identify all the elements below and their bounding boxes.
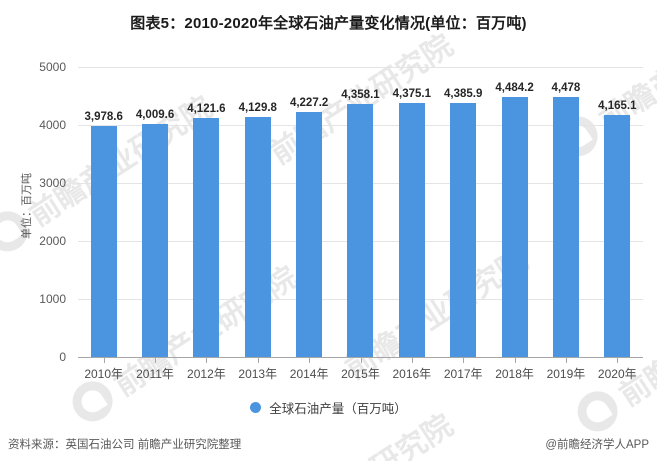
bar: 4,484.2 <box>495 82 534 357</box>
x-axis-label: 2017年 <box>443 367 483 381</box>
footer-credit: @前瞻经济学人APP <box>545 439 649 451</box>
bar-value-label: 4,121.6 <box>187 102 226 115</box>
x-axis-tick <box>309 358 311 363</box>
gridline <box>78 67 643 68</box>
bar-value-label: 4,484.2 <box>495 81 534 94</box>
legend-label: 全球石油产量（百万吨） <box>269 402 407 416</box>
x-axis-tick <box>565 358 567 363</box>
bar-value-label: 4,165.1 <box>598 100 637 113</box>
x-axis-tick <box>411 358 413 363</box>
x-axis-tick <box>360 358 362 363</box>
bar-value-label: 4,129.8 <box>238 102 277 115</box>
y-axis-labels: 0 1000 2000 3000 4000 5000 <box>30 60 72 364</box>
x-axis-tick <box>206 358 208 363</box>
bar-slot: 4,227.2 <box>283 67 334 357</box>
bar-value-label: 4,478 <box>551 82 581 95</box>
chart-title: 图表5：2010-2020年全球石油产量变化情况(单位：百万吨) <box>130 15 527 32</box>
y-axis-tick-label: 5000 <box>39 60 66 74</box>
x-axis-tick <box>155 358 157 363</box>
bar: 4,129.8 <box>239 102 277 357</box>
bar-slot: 4,358.1 <box>335 67 386 357</box>
bar-value-label: 4,375.1 <box>392 88 432 101</box>
bar: 4,375.1 <box>393 88 431 357</box>
bar-value-label: 4,358.1 <box>341 89 380 102</box>
bar: 4,478 <box>552 82 580 357</box>
x-axis-tick <box>257 358 259 363</box>
x-axis-label: 2020年 <box>597 367 637 381</box>
bar-value-label: 4,227.2 <box>289 96 329 109</box>
y-axis-tick-label: 1000 <box>39 292 66 306</box>
bar: 4,121.6 <box>187 103 226 357</box>
bar-slot: 4,165.1 <box>592 67 643 357</box>
x-axis-label: 2015年 <box>341 367 380 381</box>
x-axis-label: 2011年 <box>136 367 174 381</box>
bar-slot: 4,484.2 <box>489 67 540 357</box>
bar: 4,358.1 <box>341 89 380 357</box>
x-axis-label: 2019年 <box>546 367 586 381</box>
bar-value-label: 4,385.9 <box>444 87 483 100</box>
bar-slot: 4,375.1 <box>386 67 437 357</box>
legend: 全球石油产量（百万吨） <box>0 398 657 417</box>
bar-value-label: 4,009.6 <box>135 109 175 122</box>
x-axis-label: 2010年 <box>84 367 124 381</box>
bar: 4,009.6 <box>136 109 174 357</box>
bar: 4,385.9 <box>444 88 482 357</box>
x-axis-tick <box>617 358 619 363</box>
bar-value-label: 3,978.6 <box>84 111 123 124</box>
bar: 4,165.1 <box>598 100 636 357</box>
y-axis-tick-label: 0 <box>59 350 66 364</box>
bar: 3,978.6 <box>84 111 123 357</box>
x-axis-label: 2014年 <box>289 367 329 381</box>
x-axis-tick <box>103 358 105 363</box>
bar-slot: 4,129.8 <box>232 67 283 357</box>
x-axis-ticks <box>78 358 643 364</box>
y-axis-tick-label: 4000 <box>39 118 66 132</box>
legend-marker-icon <box>250 402 262 413</box>
footer: 资料来源：英国石油公司 前瞻产业研究院整理 @前瞻经济学人APP <box>0 436 657 452</box>
y-axis-tick-label: 2000 <box>39 234 66 248</box>
bar-slot: 3,978.6 <box>78 67 129 357</box>
x-axis-tick <box>463 358 465 363</box>
bar-slot: 4,009.6 <box>129 67 180 357</box>
bar-slot: 4,478 <box>540 67 591 357</box>
bar: 4,227.2 <box>290 97 328 357</box>
bar-slot: 4,121.6 <box>181 67 232 357</box>
x-axis-tick <box>514 358 516 363</box>
x-axis-label: 2013年 <box>238 367 278 381</box>
x-axis-labels: 2010年 2011年 2012年 2013年 2014年 2015年 2016年 2017年… <box>78 365 643 382</box>
x-axis-label: 2018年 <box>495 367 534 381</box>
y-axis-tick-label: 3000 <box>39 176 66 190</box>
footer-source: 资料来源：英国石油公司 前瞻产业研究院整理 <box>8 439 242 451</box>
plot-area: 3,978.6 4,009.6 4,121.6 4,129.8 4,227.2 4,358… <box>78 67 643 358</box>
bar-slot: 4,385.9 <box>438 67 489 357</box>
x-axis-label: 2012年 <box>187 367 226 381</box>
x-axis-label: 2016年 <box>392 367 432 381</box>
